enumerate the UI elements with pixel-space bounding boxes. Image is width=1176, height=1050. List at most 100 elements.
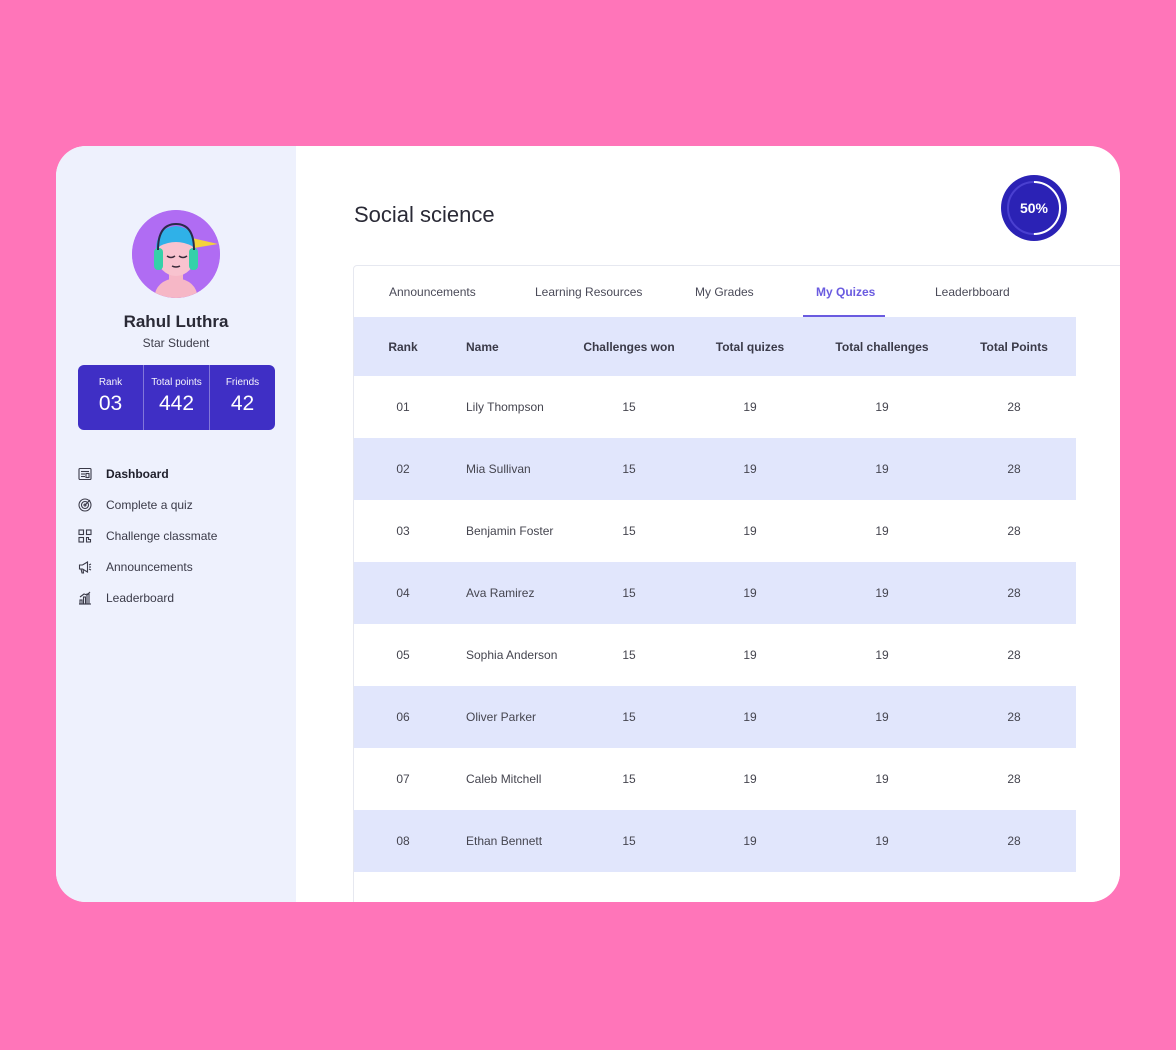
- sidebar-item-label: Announcements: [106, 559, 193, 574]
- target-icon: [78, 497, 92, 512]
- sidebar-item-label: Challenge classmate: [106, 528, 218, 543]
- cell-total-quizes: 19: [743, 834, 757, 848]
- megaphone-icon: [78, 560, 92, 574]
- tab-bar: Announcements Learning Resources My Grad…: [354, 266, 1076, 317]
- progress-value: 50%: [1019, 200, 1049, 216]
- tab-my-quizes[interactable]: My Quizes: [816, 285, 876, 299]
- cell-challenges-won: 15: [622, 400, 636, 414]
- cell-challenges-won: 15: [622, 772, 636, 786]
- cell-name: Ethan Bennett: [466, 834, 543, 848]
- profile-name: Rahul Luthra: [123, 312, 229, 331]
- cell-total-quizes: 19: [743, 710, 757, 724]
- cell-total-challenges: 19: [875, 648, 889, 662]
- tab-my-grades[interactable]: My Grades: [695, 285, 754, 299]
- cell-rank: 06: [396, 710, 410, 724]
- stat-value: 03: [98, 392, 123, 415]
- cell-total-quizes: 19: [743, 400, 757, 414]
- cell-total-challenges: 19: [875, 586, 889, 600]
- avatar[interactable]: [132, 210, 220, 298]
- table-row[interactable]: 03 Benjamin Foster 15 19 19 28: [354, 500, 1076, 562]
- cell-name: Lily Thompson: [466, 400, 544, 414]
- column-header-total-quizes[interactable]: Total quizes: [715, 339, 785, 354]
- tab-announcements[interactable]: Announcements: [389, 285, 476, 299]
- cell-rank: 01: [396, 400, 410, 414]
- cell-total-points: 28: [1007, 834, 1021, 848]
- cell-total-points: 28: [1007, 648, 1021, 662]
- table-row[interactable]: 08 Ethan Bennett 15 19 19 28: [354, 810, 1076, 872]
- cell-challenges-won: 15: [622, 462, 636, 476]
- cell-total-quizes: 19: [743, 586, 757, 600]
- stat-label: Friends: [225, 377, 260, 388]
- page-title: Social science: [354, 202, 495, 227]
- table-row[interactable]: 02 Mia Sullivan 15 19 19 28: [354, 438, 1076, 500]
- sidebar-item-announcements[interactable]: Announcements: [78, 551, 217, 582]
- column-header-total-points[interactable]: Total Points: [980, 339, 1048, 354]
- stat-rank: Rank 03: [78, 365, 143, 430]
- stats-card: Rank 03 Total points 442 Friends 42: [78, 365, 275, 430]
- bar-chart-icon: [78, 591, 92, 605]
- sidebar-item-complete-quiz[interactable]: Complete a quiz: [78, 489, 217, 520]
- cell-name: Ava Ramirez: [466, 586, 535, 600]
- leaderboard-table: Rank Name Challenges won Total quizes To…: [354, 317, 1076, 872]
- column-header-rank[interactable]: Rank: [388, 339, 418, 354]
- table-header: Rank Name Challenges won Total quizes To…: [354, 317, 1076, 376]
- tab-leaderboard[interactable]: Leaderbboard: [935, 285, 1010, 299]
- cell-total-quizes: 19: [743, 524, 757, 538]
- cell-name: Caleb Mitchell: [466, 772, 542, 786]
- stat-label: Rank: [98, 377, 123, 388]
- cell-name: Mia Sullivan: [466, 462, 531, 476]
- cell-total-challenges: 19: [875, 834, 889, 848]
- table-row[interactable]: 01 Lily Thompson 15 19 19 28: [354, 376, 1076, 438]
- active-tab-indicator: [803, 315, 885, 317]
- cell-total-points: 28: [1007, 772, 1021, 786]
- cell-total-points: 28: [1007, 586, 1021, 600]
- cell-total-quizes: 19: [743, 462, 757, 476]
- cell-challenges-won: 15: [622, 524, 636, 538]
- cell-total-challenges: 19: [875, 772, 889, 786]
- table-row[interactable]: 07 Caleb Mitchell 15 19 19 28: [354, 748, 1076, 810]
- dashboard-icon: [78, 467, 92, 481]
- sidebar-item-label: Complete a quiz: [106, 497, 193, 512]
- cell-challenges-won: 15: [622, 710, 636, 724]
- tab-learning-resources[interactable]: Learning Resources: [535, 285, 643, 299]
- column-header-challenges-won[interactable]: Challenges won: [583, 339, 675, 354]
- cell-challenges-won: 15: [622, 648, 636, 662]
- cell-total-points: 28: [1007, 400, 1021, 414]
- stat-value: 42: [230, 392, 255, 415]
- cell-total-quizes: 19: [743, 648, 757, 662]
- table-row[interactable]: 06 Oliver Parker 15 19 19 28: [354, 686, 1076, 748]
- column-header-total-challenges[interactable]: Total challenges: [835, 339, 929, 354]
- progress-indicator: 50%: [1001, 175, 1067, 241]
- cell-total-challenges: 19: [875, 400, 889, 414]
- cell-total-points: 28: [1007, 524, 1021, 538]
- stat-value: 442: [158, 392, 195, 415]
- qr-icon: [78, 528, 92, 543]
- table-row[interactable]: 05 Sophia Anderson 15 19 19 28: [354, 624, 1076, 686]
- cell-total-points: 28: [1007, 710, 1021, 724]
- cell-total-challenges: 19: [875, 462, 889, 476]
- sidebar-item-label: Leaderboard: [106, 590, 175, 605]
- sidebar-item-dashboard[interactable]: Dashboard: [78, 458, 217, 489]
- sidebar: Rahul Luthra Star Student Rank 03 Total …: [56, 146, 296, 902]
- sidebar-item-challenge-classmate[interactable]: Challenge classmate: [78, 520, 217, 551]
- sidebar-item-leaderboard[interactable]: Leaderboard: [78, 582, 217, 613]
- cell-rank: 08: [396, 834, 410, 848]
- sidebar-item-label: Dashboard: [106, 466, 169, 481]
- cell-name: Benjamin Foster: [466, 524, 554, 538]
- cell-total-points: 28: [1007, 462, 1021, 476]
- cell-name: Sophia Anderson: [466, 648, 558, 662]
- stat-friends: Friends 42: [209, 365, 275, 430]
- cell-rank: 07: [396, 772, 410, 786]
- content-panel: Announcements Learning Resources My Grad…: [353, 265, 1120, 902]
- cell-rank: 04: [396, 586, 410, 600]
- cell-challenges-won: 15: [622, 586, 636, 600]
- cell-total-quizes: 19: [743, 772, 757, 786]
- cell-challenges-won: 15: [622, 834, 636, 848]
- app-window: Rahul Luthra Star Student Rank 03 Total …: [56, 146, 1120, 902]
- cell-total-challenges: 19: [875, 710, 889, 724]
- profile-role: Star Student: [142, 336, 210, 350]
- column-header-name[interactable]: Name: [466, 339, 499, 354]
- table-row[interactable]: 04 Ava Ramirez 15 19 19 28: [354, 562, 1076, 624]
- cell-rank: 02: [396, 462, 410, 476]
- cell-rank: 03: [396, 524, 410, 538]
